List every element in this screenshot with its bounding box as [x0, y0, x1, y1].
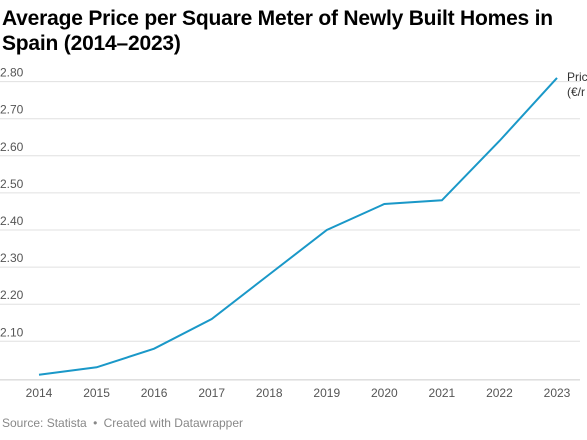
line-chart: 2.10 2.20 2.30 2.40 2.50 2.60 2.70 2.80 2014 201… — [0, 66, 587, 400]
y-tick-label: 2.80 — [0, 66, 24, 80]
x-tick-label: 2018 — [256, 386, 283, 400]
x-tick-label: 2017 — [198, 386, 225, 400]
chart-footer: Source: Statista • Created with Datawrap… — [2, 416, 243, 430]
x-tick-label: 2019 — [313, 386, 340, 400]
x-tick-label: 2022 — [486, 386, 513, 400]
y-tick-label: 2.60 — [0, 140, 24, 154]
data-point — [497, 139, 501, 143]
data-point — [210, 317, 214, 321]
x-tick-label: 2015 — [83, 386, 110, 400]
data-point — [382, 202, 386, 206]
footer-separator: • — [93, 416, 98, 430]
data-point — [37, 373, 41, 377]
x-tick-label: 2023 — [544, 386, 571, 400]
y-tick-label: 2.10 — [0, 325, 24, 339]
data-point — [152, 347, 156, 351]
credit-text: Created with Datawrapper — [103, 416, 244, 430]
price-series-line — [38, 77, 558, 376]
y-tick-label: 2.50 — [0, 177, 24, 191]
y-tick-label: 2.30 — [0, 251, 24, 265]
y-tick-label: 2.70 — [0, 103, 24, 117]
chart-title: Average Price per Square Meter of Newly … — [2, 7, 553, 55]
x-tick-label: 2016 — [141, 386, 168, 400]
data-point — [440, 198, 444, 202]
series-label: (€/r — [567, 85, 585, 99]
source-text: Source: Statista — [2, 416, 87, 430]
series-label: Pric — [567, 70, 587, 84]
x-tick-label: 2021 — [429, 386, 456, 400]
y-tick-label: 2.40 — [0, 214, 24, 228]
data-point — [555, 76, 559, 80]
data-point — [325, 228, 329, 232]
x-tick-label: 2020 — [371, 386, 398, 400]
x-tick-label: 2014 — [26, 386, 53, 400]
data-point — [95, 365, 99, 369]
data-point — [267, 273, 271, 277]
y-tick-label: 2.20 — [0, 288, 24, 302]
